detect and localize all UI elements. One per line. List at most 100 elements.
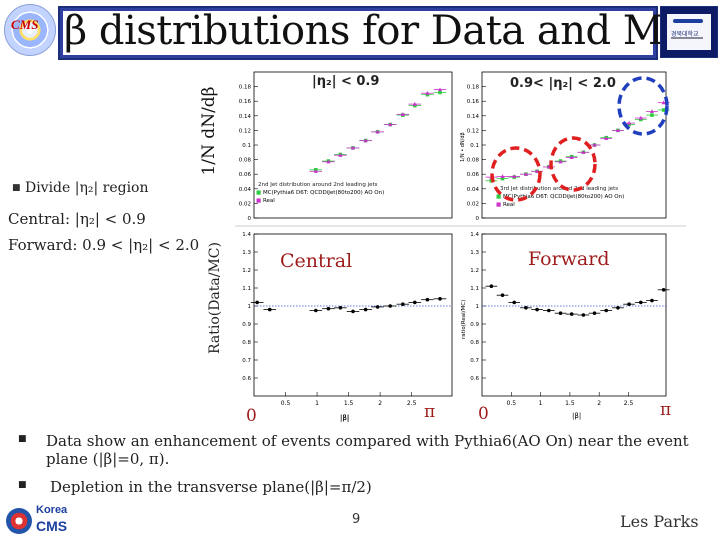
data-point — [425, 90, 430, 95]
data-point — [649, 109, 654, 114]
forward-ratio-plot: 0.6 0.7 0.8 0.9 1 1.1 1.2 1.3 1.4 0.5 1 1.5 2 2.5 For… — [461, 228, 672, 408]
y-tick-label: 0.12 — [239, 128, 251, 134]
forward-distribution-plot: 0 0.02 0.04 0.06 0.08 0.1 0.12 0.14 0.16 0.18 0.9… — [460, 68, 672, 224]
y-tick-label: 0.8 — [470, 340, 479, 346]
x-tick-label: 0.5 — [281, 400, 291, 407]
central-legend-data-text: Real — [262, 198, 275, 204]
central-ratio-plot: 0.6 0.7 0.8 0.9 1 1.1 1.2 1.3 1.4 0.5 1 1.5 2 2.5 Cen… — [230, 228, 462, 422]
data-point — [615, 128, 620, 132]
page-number: 9 — [352, 512, 361, 527]
central-x-zero: 0 — [246, 406, 257, 426]
title-banner — [58, 6, 658, 60]
y-tick-label: 0.7 — [242, 358, 251, 364]
data-point — [375, 305, 380, 309]
cms-logo-footer-text: CMS — [36, 518, 68, 534]
data-point — [412, 300, 417, 305]
data-point — [400, 112, 405, 116]
data-point — [363, 138, 368, 143]
data-point — [500, 174, 505, 178]
data-point — [326, 306, 331, 311]
y-tick-label: 0.8 — [242, 340, 251, 346]
data-point — [558, 159, 563, 164]
data-point — [592, 311, 597, 315]
x-tick-label: 2.5 — [407, 400, 417, 407]
y-tick-label: 0.16 — [467, 99, 480, 105]
forward-legend-data-text: Real — [502, 202, 515, 208]
y-tick-label: 0.16 — [239, 99, 252, 105]
y-tick-label: 0.7 — [470, 358, 479, 364]
data-point — [535, 307, 539, 312]
forward-annotation: Forward — [528, 248, 610, 270]
data-point — [512, 300, 517, 305]
data-point — [267, 307, 272, 312]
y-tick-label: 0.06 — [467, 172, 480, 178]
university-logo-mark — [673, 19, 703, 23]
data-point — [425, 297, 430, 302]
forward-plot-header: 0.9< |η₂| < 2.0 — [510, 76, 616, 91]
y-tick-label: 0.08 — [239, 158, 252, 164]
data-point — [592, 142, 597, 147]
y-tick-label: 0.04 — [239, 187, 252, 193]
data-point — [401, 302, 405, 306]
data-point — [388, 122, 393, 127]
data-point — [627, 302, 631, 306]
forward-region-label: Forward: 0.9 < |η₂| < 2.0 — [8, 236, 200, 254]
forward-x-pi: π — [660, 400, 672, 420]
y-tick-label: 0.06 — [239, 172, 252, 178]
data-point — [661, 288, 666, 292]
data-point — [523, 172, 528, 176]
forward-ratio-xlabel: |β| — [572, 412, 582, 420]
korea-logo-text: Korea — [36, 504, 68, 516]
x-tick-label: 2 — [378, 400, 382, 407]
central-distribution-svg: 0 0.02 0.04 0.06 0.08 0.1 0.12 0.14 0.16 0.18 — [239, 71, 453, 222]
forward-legend-title: 3rd Jet distribution around 2nd leading … — [500, 186, 619, 192]
forward-x-zero: 0 — [478, 404, 489, 424]
y-tick-label: 0.9 — [242, 322, 251, 328]
central-legend-mc: ■ MC(Pythia6 D6T: QCDDiJet(80to200) AO O… — [256, 190, 385, 196]
bullet-enhancement-text: Data show an enhancement of events compa… — [46, 432, 689, 468]
bullet-marker: ■ — [18, 480, 27, 490]
central-ratio-svg: 0.6 0.7 0.8 0.9 1 1.1 1.2 1.3 1.4 0.5 1 1.5 2 2.5 — [242, 232, 453, 407]
central-annotation: Central — [280, 250, 353, 272]
central-legend-data: ■ Real — [256, 198, 275, 204]
author-name: Les Parks — [620, 512, 699, 531]
university-logo-underline — [671, 37, 703, 39]
forward-legend-data: ■ Real — [496, 202, 515, 208]
data-point — [638, 115, 643, 120]
data-point — [313, 169, 318, 173]
x-tick-label: 1 — [315, 400, 319, 407]
y-tick-label: 1.2 — [470, 268, 479, 274]
x-tick-label: 1.5 — [344, 400, 354, 407]
region-bullet-label: Divide |η₂| region — [24, 180, 149, 196]
data-point — [524, 306, 528, 310]
y-tick-label: 0.9 — [470, 322, 479, 328]
data-point — [569, 155, 574, 160]
x-tick-label: 1.5 — [565, 400, 575, 407]
korea-cms-logo: Korea CMS — [4, 504, 76, 538]
data-point — [627, 120, 632, 125]
data-point — [326, 159, 331, 164]
forward-low-beta-highlight — [490, 146, 542, 202]
data-point — [547, 308, 551, 313]
slide-title: β distributions for Data and MC — [64, 8, 694, 54]
y-tick-label: 0.08 — [467, 158, 480, 164]
forward-mid-beta-highlight — [549, 136, 597, 192]
y-tick-label: 1.1 — [242, 286, 251, 292]
y-tick-label: 0.02 — [239, 201, 251, 207]
y-tick-label: 1.4 — [242, 232, 251, 238]
data-point — [489, 284, 494, 288]
y-tick-label: 0.18 — [239, 85, 252, 91]
forward-legend-mc: ■ MC(Pythia6 D6T: QCDDiJet(80to200) AO O… — [496, 194, 625, 200]
central-ratio-xlabel-below: |β| — [340, 414, 350, 422]
forward-ratio-svg: 0.6 0.7 0.8 0.9 1 1.1 1.2 1.3 1.4 0.5 1 1.5 2 2.5 — [470, 232, 670, 407]
x-tick-label: 0.5 — [507, 400, 517, 407]
data-point — [363, 307, 368, 312]
data-point — [500, 293, 505, 297]
university-logo-text: 경북대학교 — [671, 31, 699, 38]
data-point — [616, 306, 620, 310]
data-point — [313, 308, 318, 313]
data-point — [581, 313, 586, 317]
central-region-label: Central: |η₂| < 0.9 — [8, 210, 146, 228]
x-tick-label: 2.5 — [624, 400, 634, 407]
